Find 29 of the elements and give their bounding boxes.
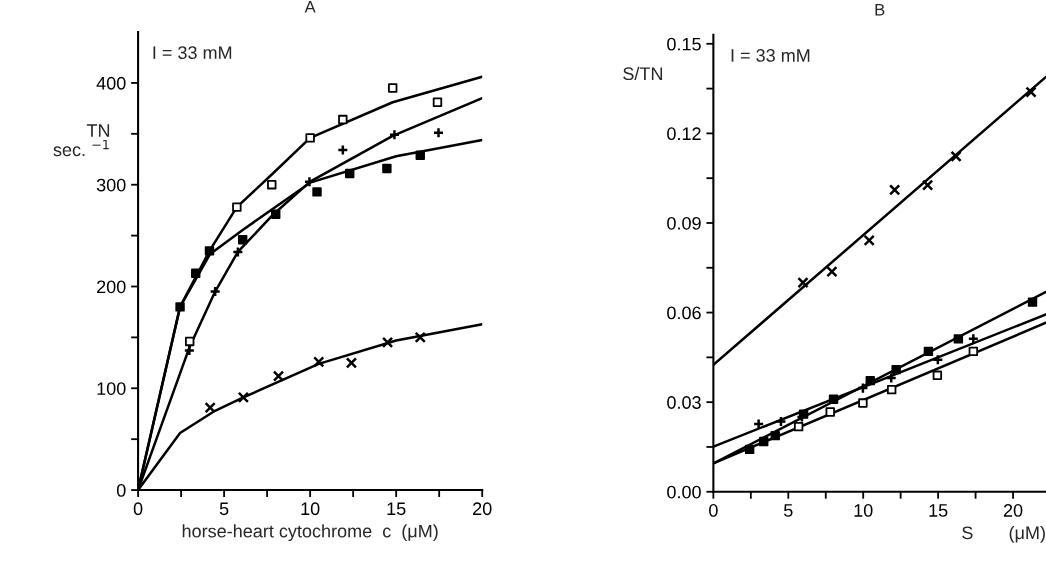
x-tick-label: 15: [929, 504, 948, 517]
x-tick-label: 5: [219, 502, 229, 516]
x-tick-label: 10: [854, 504, 873, 517]
x-axis-title: S (μM): [962, 525, 1045, 543]
y-tick-label: 0.15: [667, 37, 701, 51]
y-tick-label: 0.12: [667, 127, 701, 141]
y-tick-label: 100: [97, 382, 126, 395]
chart-title: B: [875, 3, 885, 16]
x-tick-label: 20: [473, 502, 492, 516]
y-tick-label: 200: [97, 280, 126, 294]
annotation: I = 33 mM: [153, 46, 232, 60]
y-tick-label: 0.00: [667, 485, 701, 499]
x-tick-label: 10: [301, 502, 320, 516]
y-tick-label: 0.06: [667, 306, 701, 320]
y-tick-label: 0.03: [667, 396, 701, 409]
annotation: I = 33 mM: [731, 49, 810, 62]
y-tick-label: 400: [96, 76, 126, 90]
y-axis-title: TN sec. $^{−1}$: [53, 124, 110, 157]
y-axis-title: S/TN: [623, 66, 663, 81]
x-tick-label: 20: [1003, 504, 1023, 517]
y-tick-label: 0.09: [667, 216, 701, 230]
y-tick-label: 300: [96, 178, 126, 192]
y-tick-label: 0: [116, 484, 126, 497]
x-axis-title: horse-heart cytochrome c (μM): [182, 524, 438, 542]
x-tick-label: 0: [133, 502, 143, 516]
x-tick-label: 0: [709, 504, 718, 517]
x-tick-label: 5: [783, 504, 793, 517]
chart-title: A: [304, 1, 316, 13]
x-tick-label: 15: [387, 502, 406, 516]
